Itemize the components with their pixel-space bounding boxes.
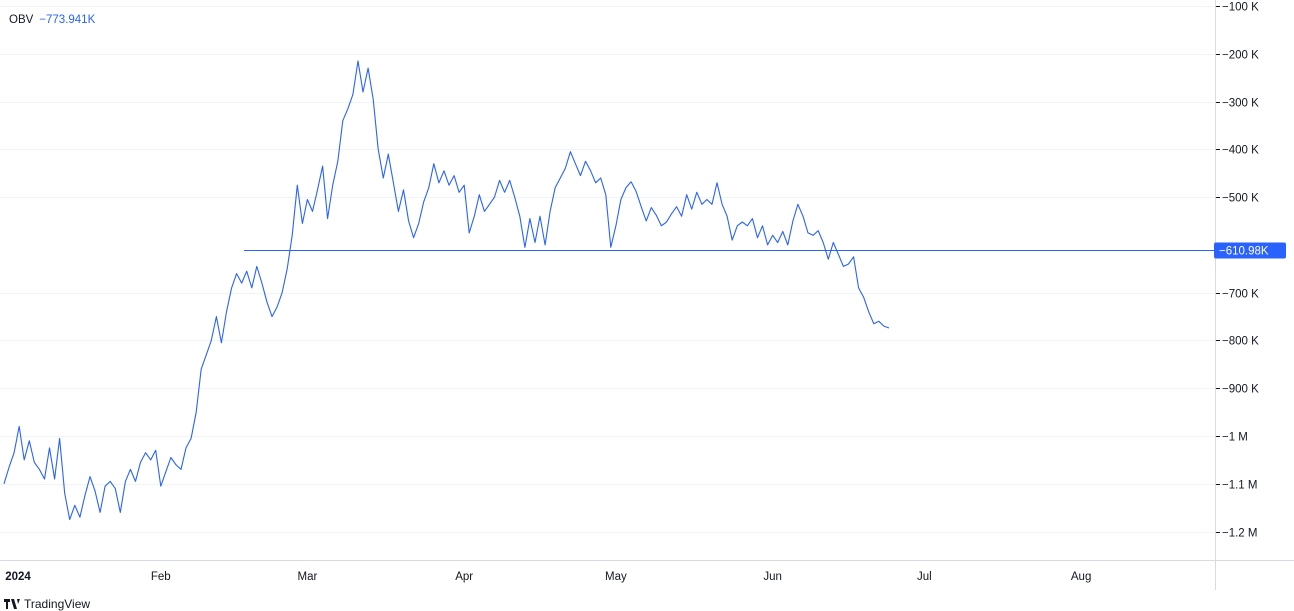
reference-badge-background: [1214, 242, 1286, 259]
y-tick-label: −500 K: [1222, 193, 1259, 205]
y-tick-label: −800 K: [1222, 336, 1259, 348]
x-tick-label: May: [605, 571, 627, 583]
reference-value-badge: −610.98K: [1214, 242, 1286, 259]
x-tick-label: Feb: [151, 571, 171, 583]
x-tick-label: Apr: [455, 571, 473, 583]
x-axis[interactable]: 2024 Feb Mar Apr May Jun Jul Aug: [5, 571, 1091, 583]
y-tick-label: −400 K: [1222, 145, 1259, 157]
grid: [0, 6, 1215, 533]
y-tick-label: −200 K: [1222, 50, 1259, 62]
y-tick-label: −1.2 M: [1222, 528, 1257, 540]
reference-badge-label: −610.98K: [1219, 246, 1269, 258]
x-tick-label: 2024: [5, 571, 31, 583]
y-tick-label: −1 M: [1222, 432, 1248, 444]
x-tick-label: Jul: [917, 571, 932, 583]
y-tick-label: −100 K: [1222, 2, 1259, 14]
y-tick-label: −900 K: [1222, 384, 1259, 396]
indicator-legend[interactable]: OBV −773.941K: [9, 14, 95, 26]
tradingview-logo-icon: [4, 599, 20, 609]
x-tick-label: Mar: [298, 571, 318, 583]
indicator-name: OBV: [9, 14, 34, 26]
brand-name: TradingView: [24, 597, 91, 611]
obv-series: [3, 60, 890, 521]
tradingview-branding[interactable]: TradingView: [4, 597, 90, 611]
x-tick-label: Jun: [763, 571, 782, 583]
y-tick-label: −1.1 M: [1222, 480, 1257, 492]
obv-series-line: [3, 60, 890, 521]
y-tick-label: −700 K: [1222, 289, 1259, 301]
y-axis[interactable]: −100 K −200 K −300 K −400 K −500 K −700 K −800…: [0, 0, 1294, 590]
y-tick-label: −300 K: [1222, 98, 1259, 110]
indicator-current-value: −773.941K: [39, 14, 96, 26]
x-tick-label: Aug: [1071, 571, 1091, 583]
